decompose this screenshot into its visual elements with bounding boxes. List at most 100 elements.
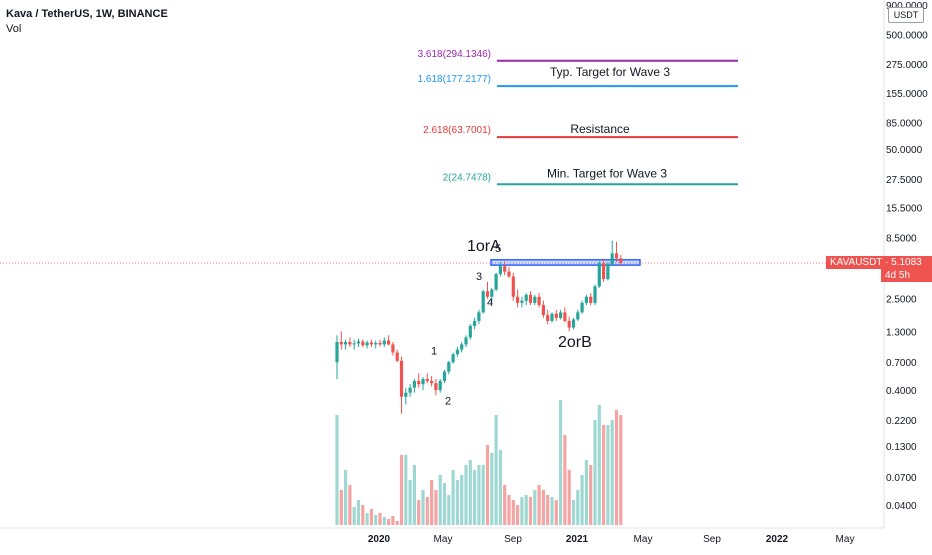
y-tick-label: 0.0400 xyxy=(886,501,917,512)
candle-body xyxy=(412,381,416,388)
y-tick-label: 500.0000 xyxy=(886,30,928,41)
x-tick-label: May xyxy=(634,534,653,545)
candle-body xyxy=(399,360,404,397)
y-tick-label: 0.0700 xyxy=(886,473,917,484)
candle-body xyxy=(460,344,464,350)
y-tick-label: 85.0000 xyxy=(886,119,923,130)
volume-bar xyxy=(533,490,537,525)
candle-body xyxy=(554,313,558,318)
currency-button[interactable]: USDT xyxy=(888,7,924,23)
volume-bar xyxy=(541,490,545,525)
annotation-label: Resistance xyxy=(570,122,630,136)
candle-body xyxy=(528,294,533,303)
x-tick-label: Sep xyxy=(703,534,721,545)
volume-bar xyxy=(387,519,391,525)
volume-bar xyxy=(391,516,395,525)
candle-body xyxy=(559,312,563,318)
volume-bar xyxy=(498,450,502,525)
candle-body xyxy=(567,320,571,328)
volume-bar xyxy=(593,420,597,525)
candle-body xyxy=(516,296,520,303)
wave-label: 2orB xyxy=(558,334,592,351)
wave-count-label: 4 xyxy=(487,297,493,309)
volume-bar xyxy=(485,445,490,525)
volume-bar xyxy=(430,480,434,525)
y-tick-label: 27.5000 xyxy=(886,175,923,186)
volume-bar xyxy=(434,490,438,525)
volume-bar xyxy=(490,453,494,525)
candle-body xyxy=(597,263,601,287)
volume-bar xyxy=(584,460,588,525)
wave-count-label: 5 xyxy=(495,243,501,255)
candle-body xyxy=(455,349,459,355)
candle-body xyxy=(464,337,468,345)
candle-body xyxy=(546,315,550,321)
candle-body xyxy=(485,291,490,297)
bar-countdown-tag: 4d 5h xyxy=(881,269,932,282)
volume-bar xyxy=(447,495,451,525)
x-tick-label: 2021 xyxy=(566,534,589,545)
candle-body xyxy=(477,312,481,321)
fib-level-label: 1.618(177.2177) xyxy=(418,74,491,85)
volume-bar xyxy=(614,410,619,525)
symbol-title[interactable]: Kava / TetherUS, 1W, BINANCE xyxy=(6,8,168,20)
candle-body xyxy=(473,320,477,326)
volume-bar xyxy=(399,455,404,525)
x-tick-label: May xyxy=(434,534,453,545)
volume-bar xyxy=(412,465,416,525)
volume-indicator-label[interactable]: Vol xyxy=(6,23,22,35)
volume-bar xyxy=(576,490,580,525)
volume-bar xyxy=(404,455,408,525)
candle-body xyxy=(356,341,361,344)
volume-bar xyxy=(511,500,515,525)
y-tick-label: 900.0000 xyxy=(886,1,928,12)
volume-bar xyxy=(425,497,429,525)
volume-bar xyxy=(417,500,421,525)
candle-body xyxy=(576,312,580,320)
candle-body xyxy=(468,325,472,338)
x-tick-label: 2022 xyxy=(766,534,789,545)
candle-body xyxy=(520,300,524,303)
volume-bar xyxy=(610,420,614,525)
candle-body xyxy=(580,302,584,313)
candle-body xyxy=(602,263,606,280)
annotation-label: Typ. Target for Wave 3 xyxy=(550,65,670,79)
candle-body xyxy=(524,294,528,301)
volume-bar xyxy=(524,495,528,525)
candle-body xyxy=(511,276,515,297)
y-tick-label: 0.1300 xyxy=(886,442,917,453)
resistance-zone-box xyxy=(490,259,641,266)
volume-bar xyxy=(520,497,524,525)
volume-bar xyxy=(602,425,606,525)
volume-bar xyxy=(339,490,343,525)
candle-body xyxy=(494,273,498,290)
fib-level-label: 2(24.7478) xyxy=(443,172,491,183)
candle-body xyxy=(584,296,588,303)
y-tick-label: 1.3000 xyxy=(886,327,917,338)
candle-body xyxy=(335,341,339,363)
candle-body xyxy=(606,264,610,280)
volume-bar xyxy=(619,415,623,525)
x-tick-label: 2020 xyxy=(368,534,391,545)
candle-body xyxy=(451,354,455,363)
volume-bar xyxy=(550,497,554,525)
candle-body xyxy=(619,258,623,264)
candle-body xyxy=(425,378,429,382)
candle-body xyxy=(533,296,537,303)
volume-bar xyxy=(451,470,455,525)
volume-bar xyxy=(473,470,477,525)
volume-bar xyxy=(537,485,541,525)
volume-bar xyxy=(468,460,472,525)
volume-bar xyxy=(464,465,468,525)
candle-body xyxy=(537,296,541,306)
candle-body xyxy=(395,352,399,361)
volume-bar xyxy=(335,415,339,525)
candle-body xyxy=(498,266,502,274)
volume-bar xyxy=(606,425,610,525)
candle-body xyxy=(391,344,395,353)
volume-bar xyxy=(365,513,369,525)
candle-body xyxy=(571,319,576,328)
y-tick-label: 0.7000 xyxy=(886,358,917,369)
